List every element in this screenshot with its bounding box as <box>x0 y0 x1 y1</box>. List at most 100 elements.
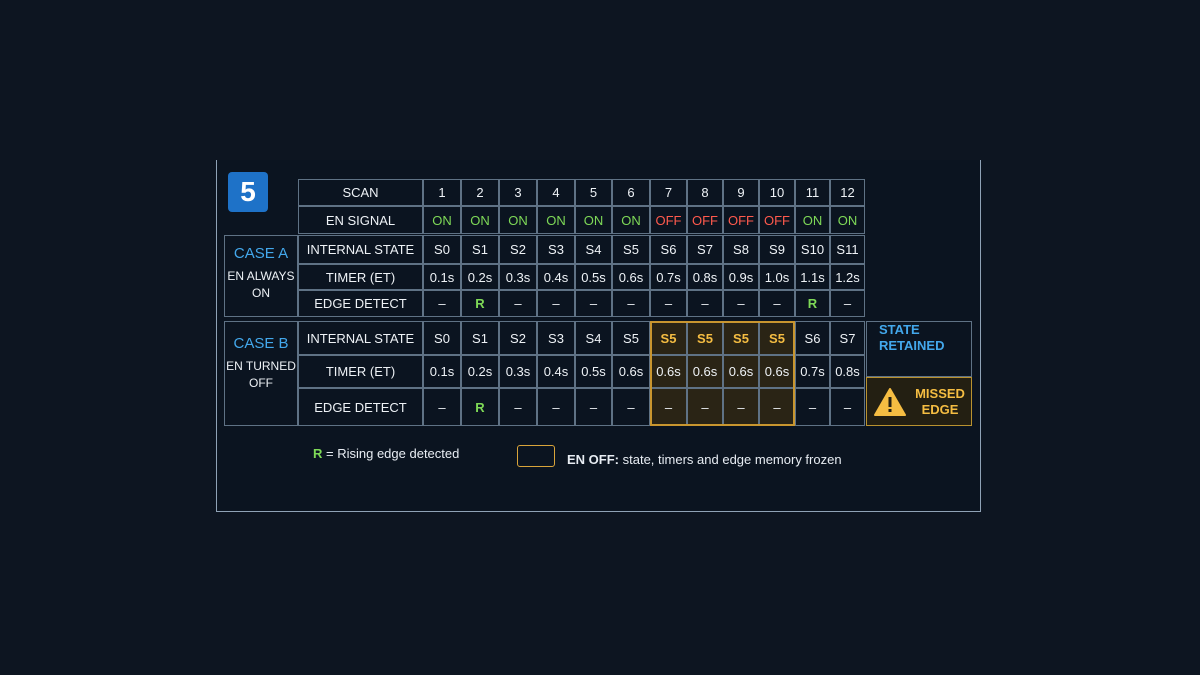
case-b-state: S5 <box>612 321 650 355</box>
warning-icon <box>874 387 907 416</box>
case-b-state: S2 <box>499 321 537 355</box>
case-b-timer: 0.5s <box>575 355 612 388</box>
case-b-state: S1 <box>461 321 499 355</box>
scan-number: 9 <box>723 179 759 206</box>
case-b-timer: 0.3s <box>499 355 537 388</box>
case-a-state: S0 <box>423 235 461 264</box>
case-a-state: S6 <box>650 235 687 264</box>
case-b-state: S4 <box>575 321 612 355</box>
scan-number: 1 <box>423 179 461 206</box>
legend-rising-symbol: R <box>313 446 323 461</box>
case-a-state: S3 <box>537 235 575 264</box>
case-b-edge: – <box>650 388 687 426</box>
case-a-timer: 1.2s <box>830 264 865 290</box>
case-b-state-label: INTERNAL STATE <box>298 321 423 355</box>
case-a-timer: 0.9s <box>723 264 759 290</box>
case-a-edge: – <box>650 290 687 317</box>
case-a-edge: – <box>759 290 795 317</box>
case-b-edge: R <box>461 388 499 426</box>
case-a-timer: 0.4s <box>537 264 575 290</box>
case-a-state: S1 <box>461 235 499 264</box>
legend-frozen-swatch <box>517 445 555 467</box>
case-a-state: S8 <box>723 235 759 264</box>
scan-row-label: SCAN <box>298 179 423 206</box>
case-a-edge: – <box>723 290 759 317</box>
case-b-timer: 0.8s <box>830 355 865 388</box>
case-a-timer: 1.0s <box>759 264 795 290</box>
case-a-subtitle-2: ON <box>252 286 270 300</box>
case-a-label: CASE A EN ALWAYS ON <box>224 235 298 317</box>
case-b-edge: – <box>759 388 795 426</box>
en-signal-value: OFF <box>687 206 723 234</box>
en-signal-value: ON <box>423 206 461 234</box>
step-number-badge: 5 <box>228 172 268 212</box>
en-signal-value: ON <box>499 206 537 234</box>
missed-edge-text: MISSED EDGE <box>915 386 965 418</box>
case-b-state: S5 <box>650 321 687 355</box>
case-a-edge: – <box>499 290 537 317</box>
case-a-timer: 0.6s <box>612 264 650 290</box>
case-b-state: S5 <box>687 321 723 355</box>
case-b-edge: – <box>723 388 759 426</box>
case-b-state: S5 <box>723 321 759 355</box>
en-signal-value: ON <box>575 206 612 234</box>
case-b-state: S3 <box>537 321 575 355</box>
case-a-timer: 1.1s <box>795 264 830 290</box>
legend-frozen: EN OFF: state, timers and edge memory fr… <box>567 452 842 467</box>
case-a-edge-label: EDGE DETECT <box>298 290 423 317</box>
scan-number: 8 <box>687 179 723 206</box>
diagram-panel <box>216 160 981 512</box>
en-signal-value: OFF <box>759 206 795 234</box>
case-a-state: S11 <box>830 235 865 264</box>
case-b-edge: – <box>537 388 575 426</box>
case-a-edge: – <box>830 290 865 317</box>
case-b-timer: 0.2s <box>461 355 499 388</box>
case-a-state: S2 <box>499 235 537 264</box>
missed-edge-note: MISSED EDGE <box>866 377 972 426</box>
case-b-state: S5 <box>759 321 795 355</box>
case-b-timer: 0.6s <box>759 355 795 388</box>
case-a-timer: 0.1s <box>423 264 461 290</box>
scan-number: 3 <box>499 179 537 206</box>
missed-edge-line1: MISSED <box>915 385 965 401</box>
case-a-edge: – <box>612 290 650 317</box>
scan-number: 5 <box>575 179 612 206</box>
case-b-state: S7 <box>830 321 865 355</box>
legend-frozen-label: EN OFF: <box>567 452 619 467</box>
case-b-edge: – <box>612 388 650 426</box>
case-a-state: S7 <box>687 235 723 264</box>
scan-number: 2 <box>461 179 499 206</box>
case-a-title: CASE A <box>233 245 289 262</box>
en-signal-value: ON <box>537 206 575 234</box>
case-a-timer: 0.7s <box>650 264 687 290</box>
case-a-state-label: INTERNAL STATE <box>298 235 423 264</box>
case-a-edge: – <box>423 290 461 317</box>
en-signal-value: ON <box>461 206 499 234</box>
case-b-timer: 0.6s <box>612 355 650 388</box>
case-b-edge: – <box>687 388 723 426</box>
case-b-title: CASE B <box>233 335 289 352</box>
legend-rising-text: = Rising edge detected <box>326 446 460 461</box>
case-b-state: S6 <box>795 321 830 355</box>
case-b-timer: 0.6s <box>650 355 687 388</box>
missed-edge-line2: EDGE <box>921 401 959 417</box>
state-retained-line2: RETAINED <box>879 338 945 353</box>
case-b-timer: 0.4s <box>537 355 575 388</box>
case-b-timer: 0.1s <box>423 355 461 388</box>
case-b-timer: 0.6s <box>687 355 723 388</box>
case-b-edge: – <box>423 388 461 426</box>
case-b-edge: – <box>575 388 612 426</box>
en-signal-value: ON <box>612 206 650 234</box>
scan-number: 4 <box>537 179 575 206</box>
scan-number: 10 <box>759 179 795 206</box>
case-a-state: S5 <box>612 235 650 264</box>
scan-number: 6 <box>612 179 650 206</box>
legend-frozen-text: state, timers and edge memory frozen <box>622 452 842 467</box>
case-b-subtitle-1: EN TURNED <box>226 359 296 373</box>
case-b-label: CASE B EN TURNED OFF <box>224 321 298 426</box>
case-b-timer-label: TIMER (ET) <box>298 355 423 388</box>
case-a-state: S4 <box>575 235 612 264</box>
case-a-timer: 0.3s <box>499 264 537 290</box>
case-b-subtitle-2: OFF <box>249 376 273 390</box>
case-b-edge: – <box>830 388 865 426</box>
